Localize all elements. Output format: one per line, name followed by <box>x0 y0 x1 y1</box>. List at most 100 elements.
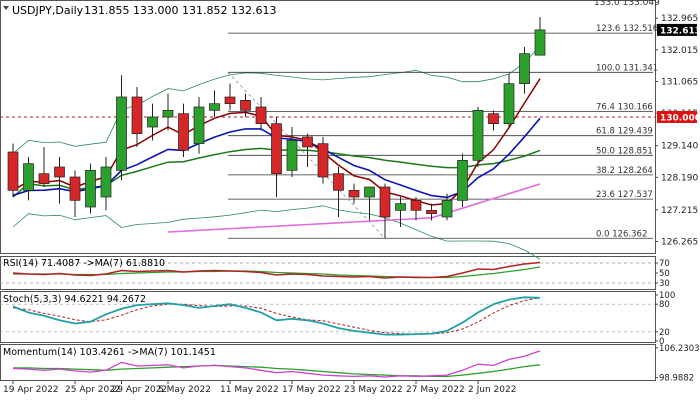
stoch-d-line <box>12 297 541 335</box>
candlesticks <box>7 17 546 239</box>
date-tick-label: 27 May 2022 <box>406 385 465 395</box>
candle-body <box>54 166 65 178</box>
candle-body <box>519 53 530 85</box>
price-tick-label: 132.965 <box>661 14 698 24</box>
candle-body <box>271 123 282 175</box>
upper-band-line <box>12 45 541 155</box>
date-tick-label: 5 May 2022 <box>158 385 211 395</box>
momentum-ma-line <box>13 364 541 378</box>
candle-body <box>457 159 468 201</box>
symbol-label: USDJPY,Daily <box>12 4 84 17</box>
candle-body <box>7 151 19 191</box>
stoch-k-line <box>12 296 541 336</box>
candle-body <box>348 189 360 198</box>
candle-body <box>209 103 220 111</box>
date-tick-label: 2 Jun 2022 <box>468 385 516 395</box>
candle-body <box>317 143 329 178</box>
momentum-line <box>12 350 541 378</box>
candle-body <box>85 169 96 208</box>
candle-body <box>100 166 112 198</box>
level-price-label: 130.000 <box>660 114 700 124</box>
candle-body <box>147 116 158 128</box>
candle-body <box>410 199 422 211</box>
fib-anchor-line <box>227 72 386 239</box>
lower-band-line <box>12 205 541 260</box>
fib-label: 50.0 128.851 <box>596 146 653 156</box>
candle-body <box>426 209 437 215</box>
candle-body <box>379 186 391 218</box>
panel-tick-label: 98.9882 <box>659 374 694 384</box>
price-axis: 132.965132.015131.065130.115129.140128.1… <box>655 14 700 248</box>
candle-body <box>364 186 375 198</box>
momentum-label: Momentum(14) 103.4261 ->MA(7) 101.1451 <box>3 347 216 358</box>
candle-body <box>178 113 189 151</box>
price-tick-label: 132.015 <box>661 46 698 56</box>
candle-body <box>116 96 127 171</box>
fib-label: 100.0 131.341 <box>596 63 658 73</box>
header-top-cut-label: 133.0 133.049 <box>594 0 660 8</box>
symbol-icon <box>3 6 9 10</box>
candle-body <box>193 106 205 145</box>
candle-body <box>302 136 313 148</box>
candle-body <box>38 173 50 185</box>
candle-body <box>333 173 344 191</box>
rsi-line <box>12 261 541 279</box>
candle-body <box>503 83 515 125</box>
date-tick-label: 17 May 2022 <box>282 385 341 395</box>
fib-label: 123.6 132.516 <box>596 24 658 34</box>
candle-body <box>395 203 406 211</box>
panel-tick-label: 100 <box>659 291 675 301</box>
fib-label: 0.0 126.362 <box>596 229 647 239</box>
stoch-label: Stoch(5,3,3) 94.6221 94.2672 <box>3 294 146 305</box>
price-tick-label: 128.190 <box>661 173 698 183</box>
candle-body <box>23 163 34 191</box>
last-price-box <box>657 23 697 36</box>
ma-long-line <box>167 183 541 233</box>
panel-tick-label: 20 <box>659 328 670 338</box>
candle-body <box>240 99 251 111</box>
candle-body <box>255 106 267 125</box>
price-tick-label: 127.215 <box>661 206 698 216</box>
panel-tick-label: 50 <box>659 269 670 279</box>
ohlc-label: 131.855 133.000 131.852 132.613 <box>84 4 276 17</box>
candle-body <box>488 113 499 125</box>
main-panel-frame <box>0 0 656 254</box>
candle-body <box>286 139 298 171</box>
fib-label: 23.6 127.537 <box>596 190 653 200</box>
level-price-box <box>657 111 697 123</box>
date-tick-label: 25 Apr 2022 <box>65 385 121 395</box>
panel-tick-label: 106.2303 <box>659 344 700 354</box>
date-tick-label: 11 May 2022 <box>220 385 279 395</box>
stoch-panel-frame <box>0 291 656 343</box>
candle-body <box>534 29 546 56</box>
panel-tick-label: 0 <box>659 337 664 347</box>
candle-body <box>224 96 236 105</box>
price-tick-label: 129.140 <box>661 142 698 152</box>
date-tick-label: 23 May 2022 <box>344 385 403 395</box>
candle-body <box>441 199 453 218</box>
fib-label: 76.4 130.166 <box>596 102 653 112</box>
envelope-bands <box>12 45 541 260</box>
last-price-label: 132.613 <box>660 26 700 36</box>
panel-tick-label: 80 <box>659 300 670 310</box>
fib-label: 38.2 128.264 <box>596 166 653 176</box>
momentum-panel-frame <box>0 344 656 381</box>
date-tick-label: 19 Apr 2022 <box>3 385 59 395</box>
panel-tick-label: 30 <box>659 279 670 289</box>
candle-body <box>472 109 484 161</box>
fibonacci-levels: 123.6 132.516 100.0 131.341 76.4 130.166 61… <box>227 24 658 239</box>
momentum-panel: 106.2303 98.9882 <box>12 344 700 384</box>
candle-body <box>162 109 174 118</box>
price-tick-label: 126.265 <box>661 238 698 248</box>
rsi-label: RSI(14) 71.4087 ->MA(7) 61.8810 <box>3 258 165 269</box>
price-tick-label: 131.065 <box>661 78 698 88</box>
candle-body <box>69 176 81 201</box>
fib-label: 61.8 129.439 <box>596 127 653 137</box>
panel-tick-label: 70 <box>659 259 670 269</box>
candle-body <box>131 96 143 135</box>
